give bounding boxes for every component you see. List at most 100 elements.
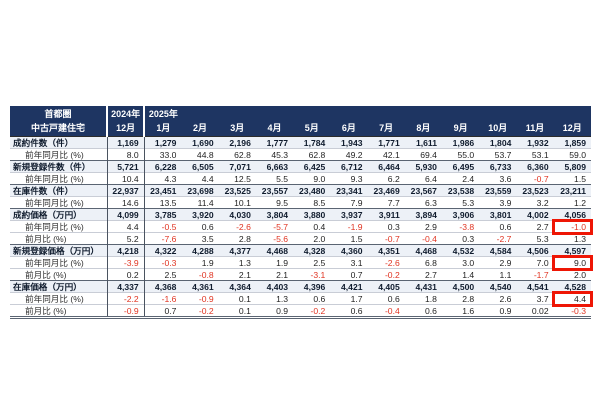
value-cell: 23,525 [218,184,256,197]
row-label: 前年同月比 (%) [10,196,108,209]
value-cell: 9.3 [330,172,368,185]
column-header-year [442,107,479,121]
value-cell: 1,611 [404,136,442,149]
value-cell: 6.3 [404,196,442,209]
row-label: 新規登録価格（万円） [10,244,108,257]
value-cell: 4,541 [516,280,554,293]
column-header-year [256,107,293,121]
value-cell: 0.6 [367,292,405,305]
value-cell: 3,894 [404,208,442,221]
value-cell: 6.8 [404,256,442,269]
value-cell: 8.0 [107,148,145,161]
value-cell: -0.2 [181,304,219,319]
column-header-month: 5月 [304,123,319,133]
value-cell: 1,169 [107,136,145,149]
value-cell: 3.6 [479,172,517,185]
value-cell: 3.5 [181,232,219,245]
value-cell: 4,218 [107,244,145,257]
value-cell: 1.8 [404,292,442,305]
table-row-ratio: 前年同月比 (%) 4.4 -0.5 0.6 -2.6 -5.7 0.4 -1.9 0.3 2.9… [10,218,594,235]
value-cell: 13.5 [144,196,182,209]
value-cell: 2.5 [293,256,331,269]
value-cell: 23,211 [553,184,591,197]
value-cell: 23,538 [441,184,480,197]
value-cell: 2.9 [404,220,442,233]
corner-header: 首都圏 中古戸建住宅 [10,106,108,137]
value-cell: 5,930 [404,160,442,173]
value-cell: 2.0 [293,232,331,245]
value-cell: 6,495 [441,160,480,173]
column-header-2024年-12月: 2024年 12月 [107,106,146,137]
value-cell: 69.4 [404,148,442,161]
value-cell: 2.8 [441,292,480,305]
value-cell: 6,425 [293,160,331,173]
table-row-metric: 在庫件数（件） 22,937 23,451 23,698 23,525 23,557 23,… [10,184,591,197]
value-cell: 1.6 [441,304,480,319]
value-cell: 4.3 [144,172,182,185]
value-cell: 6,464 [367,160,405,173]
value-cell: 2.7 [404,268,442,281]
row-label: 前年同月比 (%) [10,172,108,185]
value-cell: 1.9 [255,256,294,269]
value-cell: 0.6 [479,220,517,233]
value-cell: 1.5 [330,232,368,245]
value-cell: 14.6 [107,196,145,209]
value-cell: 4,322 [144,244,182,257]
value-cell: -3.8 [441,220,480,233]
value-cell: 53.7 [479,148,517,161]
column-header-8月: 8月 [404,106,442,137]
value-cell: 3.1 [330,256,368,269]
column-header-month: 12月 [562,123,582,133]
value-cell: 6.4 [404,172,442,185]
value-cell: 4,337 [107,280,145,293]
row-label: 成約件数（件） [10,136,108,149]
column-header-month: 1月 [156,123,171,133]
row-label: 前月比 (%) [10,304,108,319]
value-cell: 5.3 [441,196,480,209]
row-label: 成約価格（万円） [10,208,108,221]
value-cell: -2.6 [218,220,256,233]
value-cell: 23,341 [330,184,368,197]
value-cell: -5.7 [255,220,294,233]
value-cell: 1,279 [144,136,182,149]
value-cell: 4,002 [516,208,554,221]
value-cell: 5.3 [516,232,554,245]
column-header-2025年-1月: 2025年 1月 [144,106,182,137]
table-row-ratio: 前年同月比 (%) 8.0 33.0 44.8 62.8 45.3 62.8 49.2 42.1… [10,148,591,161]
value-cell: 23,557 [255,184,294,197]
value-cell: 0.6 [293,292,331,305]
value-cell: 2.7 [516,220,554,233]
column-header-year [219,107,256,121]
value-cell: 4,540 [479,280,517,293]
value-cell: 4,030 [218,208,256,221]
value-cell: 6,228 [144,160,182,173]
column-header-2月: 2月 [181,106,219,137]
value-cell: 2.0 [553,268,591,281]
value-cell: 6,360 [516,160,554,173]
value-cell: 0.02 [516,304,554,319]
value-cell: 1,859 [553,136,591,149]
value-cell: 1,986 [441,136,480,149]
table-row-metric: 新規登録価格（万円） 4,218 4,322 4,288 4,377 4,468 4,328… [10,244,591,257]
value-cell: 4,405 [367,280,405,293]
value-cell: -7.6 [144,232,182,245]
value-cell: 3,906 [441,208,480,221]
value-cell: -0.4 [367,304,405,319]
value-cell: 2,196 [218,136,256,149]
value-cell: 4,288 [181,244,219,257]
column-header-year: 2024年 [111,109,141,119]
monthly-stats-table: 首都圏 中古戸建住宅 2024年 12月 2025年 1月 2月 3月 4月 5月 6月 7月 8月 9月… [10,106,594,319]
value-cell: -1.9 [330,220,368,233]
value-cell: 62.8 [293,148,331,161]
value-cell: 6,663 [255,160,294,173]
column-header-year: 2025年 [148,109,178,119]
row-label: 前月比 (%) [10,232,108,245]
value-cell: 3,804 [255,208,294,221]
value-cell: 5.5 [255,172,294,185]
value-cell: 0.1 [218,304,256,319]
column-header-10月: 10月 [479,106,517,137]
value-cell: 1.5 [553,172,591,185]
value-cell: -1.6 [144,292,182,305]
value-cell: -0.3 [144,256,182,269]
value-cell: 53.1 [516,148,554,161]
